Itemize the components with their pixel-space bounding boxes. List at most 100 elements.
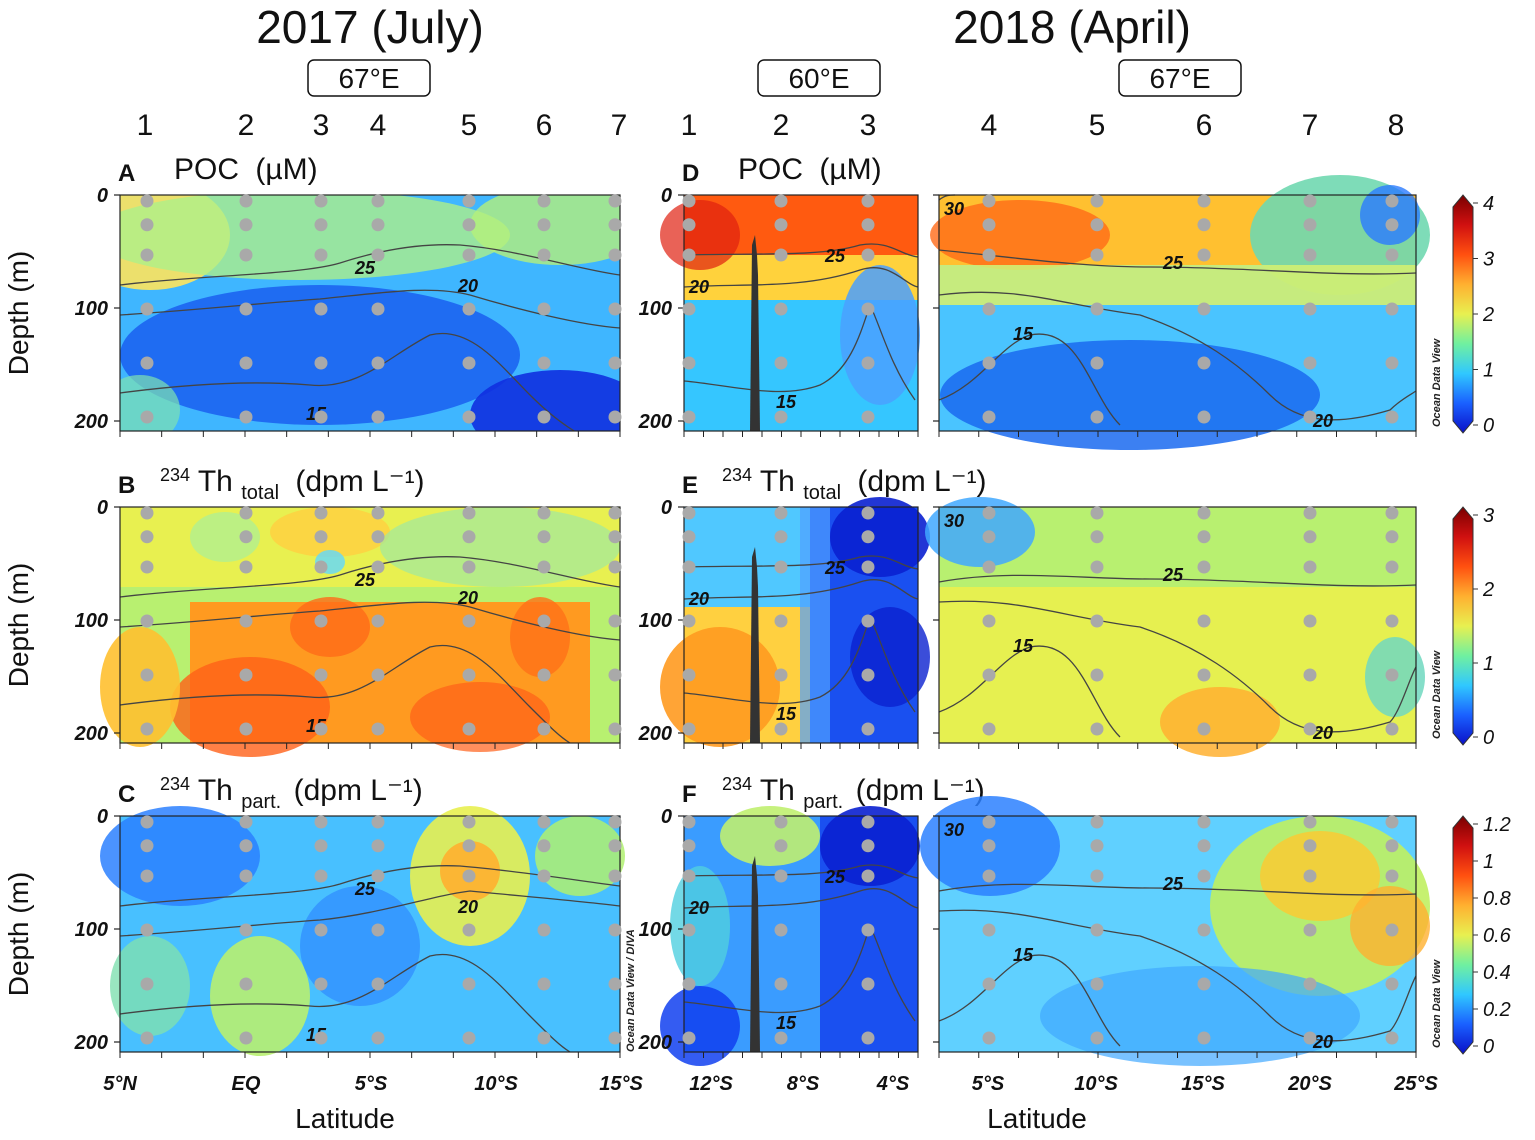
sample-point (314, 356, 328, 370)
sample-point (682, 560, 696, 574)
isotherm-25 (683, 555, 919, 570)
sample-point (1303, 410, 1317, 424)
ylabel-row3: Depth (m) (3, 872, 34, 996)
sample-point (1090, 923, 1104, 937)
sample-point (1385, 356, 1399, 370)
sample-point (462, 302, 476, 316)
panel-title-thtotal-2018: 234 Th total (dpm L⁻¹) (722, 455, 987, 506)
sample-point (140, 356, 154, 370)
sample-point (774, 248, 788, 262)
sample-point (1090, 530, 1104, 544)
sample-point (1385, 302, 1399, 316)
sample-point (462, 218, 476, 232)
sample-point (537, 815, 551, 829)
panel-letter-A: A (118, 160, 135, 187)
sample-point (1090, 1031, 1104, 1045)
isotherm-label: 25 (1162, 253, 1184, 273)
y-tick-label: 0 (661, 185, 672, 207)
sample-point (682, 530, 696, 544)
station-number: 3 (860, 109, 877, 142)
sample-point (140, 668, 154, 682)
isotherm-label: 20 (457, 897, 478, 917)
sample-point (1197, 1031, 1211, 1045)
isotherm-label: 20 (688, 277, 709, 297)
sample-point (239, 722, 253, 736)
sample-point (537, 248, 551, 262)
sample-point (239, 302, 253, 316)
lon-label-2018-67E: 67°E (1149, 63, 1210, 94)
row-th-part: C 234 Th part. (dpm L⁻¹) 25 20 15 Oce (100, 764, 1430, 1066)
sample-point (239, 869, 253, 883)
generated-axes: 0100200010020001002000100200010020001002… (74, 185, 1512, 1095)
sample-point (861, 530, 875, 544)
sample-point (682, 410, 696, 424)
sample-point (314, 560, 328, 574)
sample-point (861, 560, 875, 574)
sample-point (982, 530, 996, 544)
sample-point (314, 815, 328, 829)
sample-point (774, 815, 788, 829)
sample-point (1197, 614, 1211, 628)
sample-point (774, 506, 788, 520)
var-sub: part. (803, 791, 843, 813)
sample-point (1303, 977, 1317, 991)
sample-point (774, 1031, 788, 1045)
colorbar-tick-label: 0.2 (1483, 999, 1511, 1021)
var-sup: 234 (160, 774, 190, 794)
isotherm-label: 30 (944, 820, 964, 840)
station-number: 2 (238, 109, 255, 142)
row-th-total: B 234 Th total (dpm L⁻¹) 25 (100, 455, 1425, 757)
var-unit: (dpm L⁻¹) (857, 465, 986, 498)
isotherm-20 (683, 579, 919, 600)
isotherms-F (683, 864, 1417, 1047)
sample-point (462, 815, 476, 829)
sample-point (462, 869, 476, 883)
sample-point (982, 248, 996, 262)
x-tick-label: 15°S (599, 1073, 643, 1095)
isotherm-label: 20 (1312, 723, 1333, 743)
panel-title-thpart-2017: 234 Th part. (dpm L⁻¹) (160, 764, 423, 815)
panel-letter-D: D (682, 160, 699, 187)
sample-point (774, 530, 788, 544)
y-tick-label: 100 (75, 919, 108, 941)
sample-point (537, 530, 551, 544)
sample-point (1385, 614, 1399, 628)
isotherm-25 (938, 249, 1417, 275)
isotherm-15 (683, 924, 916, 1022)
isotherm-label: 20 (688, 898, 709, 918)
sample-point (1303, 1031, 1317, 1045)
sample-point (982, 668, 996, 682)
sample-point (537, 839, 551, 853)
station-number: 5 (1089, 109, 1106, 142)
sample-point (774, 410, 788, 424)
sample-point (314, 506, 328, 520)
sample-point (371, 530, 385, 544)
sample-point (1303, 614, 1317, 628)
sample-point (982, 614, 996, 628)
sample-point (371, 977, 385, 991)
colorbar-tick-label: 1 (1483, 360, 1494, 382)
sample-point (682, 668, 696, 682)
var-sub: total (241, 482, 279, 504)
isotherm-label: 25 (354, 258, 376, 278)
odv-caption: Ocean Data View (1431, 958, 1443, 1048)
sample-point (608, 977, 622, 991)
sample-point (1090, 194, 1104, 208)
isotherm-25 (683, 864, 919, 879)
sample-point (1197, 218, 1211, 232)
sample-point (140, 839, 154, 853)
ylabel-row1: Depth (m) (3, 251, 34, 375)
lon-box-2018-60E: 60°E (757, 59, 881, 97)
sample-point (861, 506, 875, 520)
sample-point (239, 248, 253, 262)
colorbar (1452, 506, 1474, 746)
station-number: 3 (313, 109, 330, 142)
station-number: 2 (773, 109, 790, 142)
x-tick-label: 5°S (972, 1073, 1005, 1095)
sample-point (371, 356, 385, 370)
sample-point (608, 1031, 622, 1045)
sample-point (537, 356, 551, 370)
y-tick-label: 100 (75, 298, 108, 320)
sample-point (774, 356, 788, 370)
